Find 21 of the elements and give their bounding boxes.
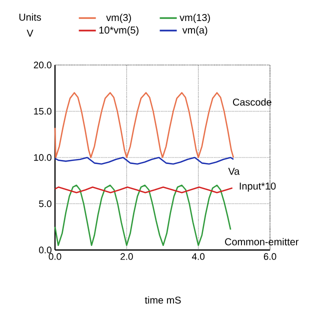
x-tick-label: 4.0: [192, 253, 205, 260]
legend-label: vm(3): [106, 14, 131, 24]
annotation: Common-emitter: [225, 238, 299, 246]
line-series: [54, 156, 234, 165]
x-tick-label: 0.0: [48, 253, 62, 260]
y-tick-label: 10.0: [34, 154, 52, 161]
y-tick-label: 5.0: [39, 200, 52, 208]
x-tick-label: 2.0: [120, 253, 133, 260]
legend-label: 10*vm(5): [99, 26, 138, 36]
annotation: Va: [228, 168, 240, 175]
y-axis-title: Units V: [19, 13, 41, 37]
y-tick-label: 0.0: [39, 246, 52, 254]
y-tick-label: 20.0: [34, 62, 52, 68]
annotation: Input*10: [240, 182, 276, 192]
legend-label: vm(13): [180, 14, 210, 24]
annotation: Cascode: [232, 98, 272, 106]
line-series: [54, 92, 234, 158]
y-tick-label: 15.0: [34, 108, 52, 115]
legend-label: vm(a): [182, 26, 208, 36]
x-tick-label: 6.0: [264, 253, 276, 260]
x-axis-title: time mS: [144, 296, 181, 304]
